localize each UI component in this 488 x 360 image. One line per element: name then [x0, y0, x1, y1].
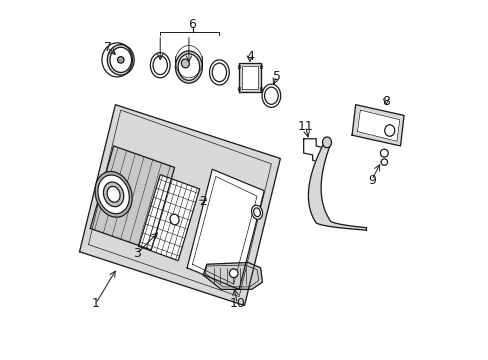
Ellipse shape: [384, 125, 394, 136]
Ellipse shape: [103, 182, 123, 207]
Polygon shape: [239, 63, 260, 92]
Polygon shape: [259, 65, 261, 68]
Text: 3: 3: [133, 247, 141, 260]
Ellipse shape: [95, 171, 132, 217]
Circle shape: [229, 269, 238, 278]
Text: 4: 4: [245, 50, 253, 63]
Ellipse shape: [153, 56, 167, 75]
Polygon shape: [242, 66, 257, 89]
Ellipse shape: [209, 60, 229, 85]
Text: 11: 11: [297, 120, 313, 133]
Polygon shape: [90, 146, 174, 250]
Text: 8: 8: [381, 95, 389, 108]
Circle shape: [380, 159, 387, 165]
Polygon shape: [203, 262, 262, 289]
Polygon shape: [238, 65, 240, 68]
Ellipse shape: [107, 45, 134, 75]
Polygon shape: [238, 87, 240, 90]
Ellipse shape: [253, 208, 260, 217]
Polygon shape: [80, 105, 280, 306]
Ellipse shape: [175, 51, 202, 83]
Ellipse shape: [98, 175, 129, 214]
Polygon shape: [139, 175, 199, 261]
Ellipse shape: [264, 87, 278, 104]
Ellipse shape: [170, 214, 179, 225]
Text: 7: 7: [103, 41, 111, 54]
Text: 9: 9: [367, 174, 375, 186]
Text: 1: 1: [92, 297, 100, 310]
Ellipse shape: [212, 63, 226, 82]
Polygon shape: [303, 139, 323, 162]
Ellipse shape: [117, 57, 124, 63]
Ellipse shape: [107, 186, 120, 202]
Ellipse shape: [150, 53, 170, 78]
Polygon shape: [357, 110, 399, 141]
Ellipse shape: [322, 137, 331, 148]
Text: 10: 10: [229, 297, 245, 310]
Polygon shape: [187, 169, 264, 289]
Circle shape: [380, 149, 387, 157]
Ellipse shape: [110, 47, 131, 72]
Text: 5: 5: [272, 69, 280, 82]
Polygon shape: [308, 144, 366, 230]
Polygon shape: [259, 87, 261, 90]
Text: 2: 2: [199, 195, 207, 208]
Ellipse shape: [178, 54, 199, 80]
Ellipse shape: [262, 84, 280, 107]
Ellipse shape: [251, 205, 262, 219]
Polygon shape: [351, 105, 403, 146]
Text: 6: 6: [188, 18, 196, 31]
Ellipse shape: [181, 59, 189, 68]
